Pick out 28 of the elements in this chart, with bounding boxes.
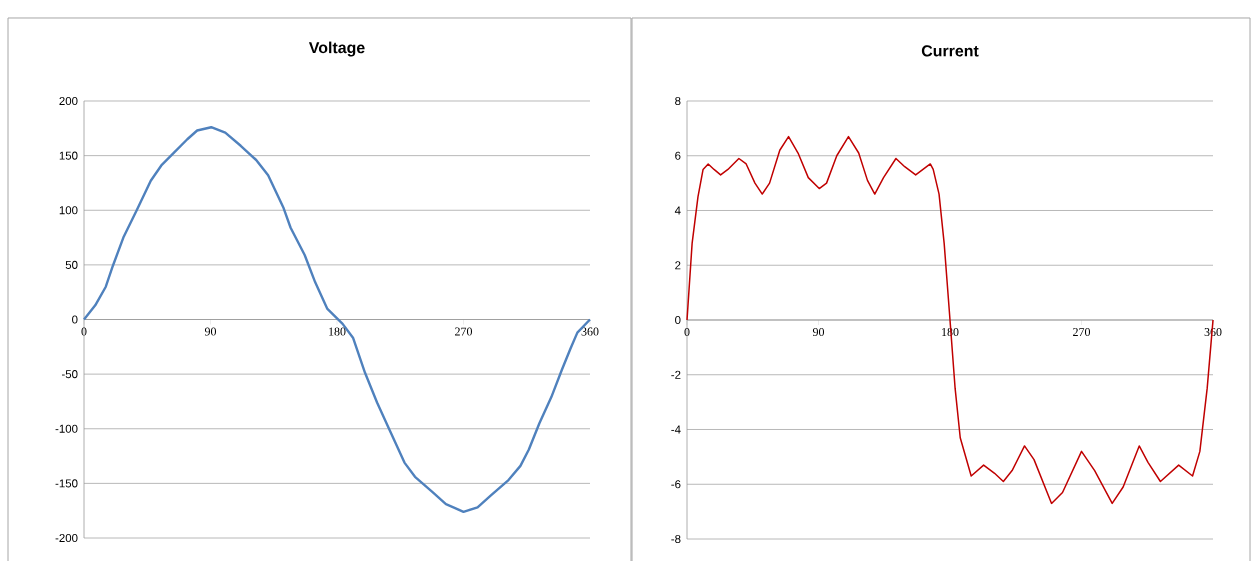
y-tick-label: 150 — [59, 151, 78, 160]
y-tick-label: 4 — [674, 206, 681, 215]
chart-title: Voltage — [308, 41, 365, 57]
y-tick-label: -8 — [671, 534, 681, 544]
y-tick-label: -6 — [671, 480, 681, 489]
x-tick-label: 360 — [581, 327, 599, 336]
y-tick-label: 8 — [675, 96, 681, 106]
y-tick-label: -2 — [671, 370, 681, 379]
y-tick-label: -200 — [55, 533, 78, 543]
x-tick-label: 90 — [204, 327, 217, 336]
y-tick-label: -50 — [61, 370, 78, 379]
y-tick-label: -4 — [671, 425, 681, 434]
y-tick-label: 0 — [72, 315, 78, 324]
x-tick-label: 270 — [455, 327, 473, 336]
y-tick-label: 50 — [65, 260, 78, 269]
x-tick-label: 0 — [81, 327, 87, 336]
y-tick-label: -100 — [55, 424, 78, 433]
x-tick-label: 90 — [812, 328, 825, 337]
x-tick-label: 0 — [684, 328, 690, 337]
y-tick-label: -150 — [55, 479, 78, 488]
y-tick-label: 200 — [59, 96, 78, 106]
x-tick-label: 270 — [1073, 328, 1091, 337]
y-tick-label: 6 — [675, 151, 681, 160]
y-tick-label: 100 — [59, 206, 78, 215]
y-tick-label: 0 — [675, 315, 681, 325]
y-tick-label: 2 — [675, 261, 681, 270]
chart-title: Current — [921, 45, 979, 57]
x-tick-label: 180 — [329, 327, 346, 336]
